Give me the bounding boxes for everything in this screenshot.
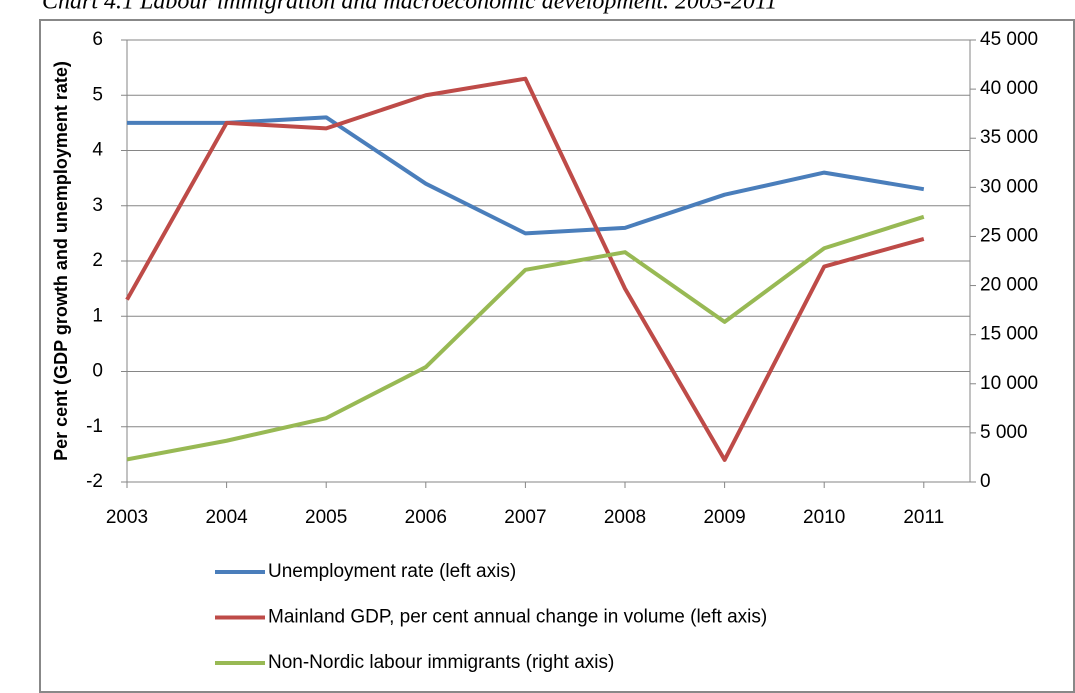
- legend-label: Unemployment rate (left axis): [268, 561, 516, 582]
- y-tick-label: 4: [92, 140, 103, 161]
- y2-tick-label: 20 000: [980, 275, 1038, 296]
- y2-tick-label: 40 000: [980, 78, 1038, 99]
- y-tick-label: -2: [86, 471, 103, 492]
- x-tick-label: 2003: [106, 507, 148, 528]
- series-line: [125, 76, 925, 462]
- y2-tick-label: 15 000: [980, 324, 1038, 345]
- x-tick-label: 2008: [604, 507, 646, 528]
- chart-frame: [39, 19, 1075, 693]
- x-tick-label: 2009: [703, 507, 745, 528]
- y2-tick-label: 10 000: [980, 373, 1038, 394]
- y2-tick-label: 35 000: [980, 127, 1038, 148]
- chart-title: Chart 4.1 Labour immigration and macroec…: [42, 0, 777, 15]
- y-tick-label: 2: [92, 250, 103, 271]
- x-tick-label: 2011: [903, 507, 944, 528]
- x-tick-label: 2007: [504, 507, 546, 528]
- x-tick-label: 2010: [803, 507, 845, 528]
- y-axis-label: Per cent (GDP growth and unemployment ra…: [51, 61, 71, 461]
- y2-tick-label: 25 000: [980, 225, 1038, 246]
- y-tick-label: -1: [86, 416, 103, 437]
- series-line: [127, 115, 925, 236]
- y-tick-label: 5: [92, 84, 103, 105]
- y-tick-label: 6: [92, 29, 103, 50]
- y-tick-label: 3: [92, 195, 103, 216]
- y-tick-label: 0: [92, 361, 103, 382]
- legend-label: Mainland GDP, per cent annual change in …: [268, 607, 767, 628]
- legend-label: Non-Nordic labour immigrants (right axis…: [268, 652, 614, 673]
- y-tick-label: 1: [92, 305, 103, 326]
- series-line: [126, 214, 925, 462]
- x-tick-label: 2006: [405, 507, 447, 528]
- y2-tick-label: 5 000: [980, 422, 1028, 443]
- y2-tick-label: 45 000: [980, 29, 1038, 50]
- y2-tick-label: 30 000: [980, 176, 1038, 197]
- x-tick-label: 2004: [205, 507, 248, 528]
- x-tick-label: 2005: [305, 507, 347, 528]
- y2-tick-label: 0: [980, 471, 991, 492]
